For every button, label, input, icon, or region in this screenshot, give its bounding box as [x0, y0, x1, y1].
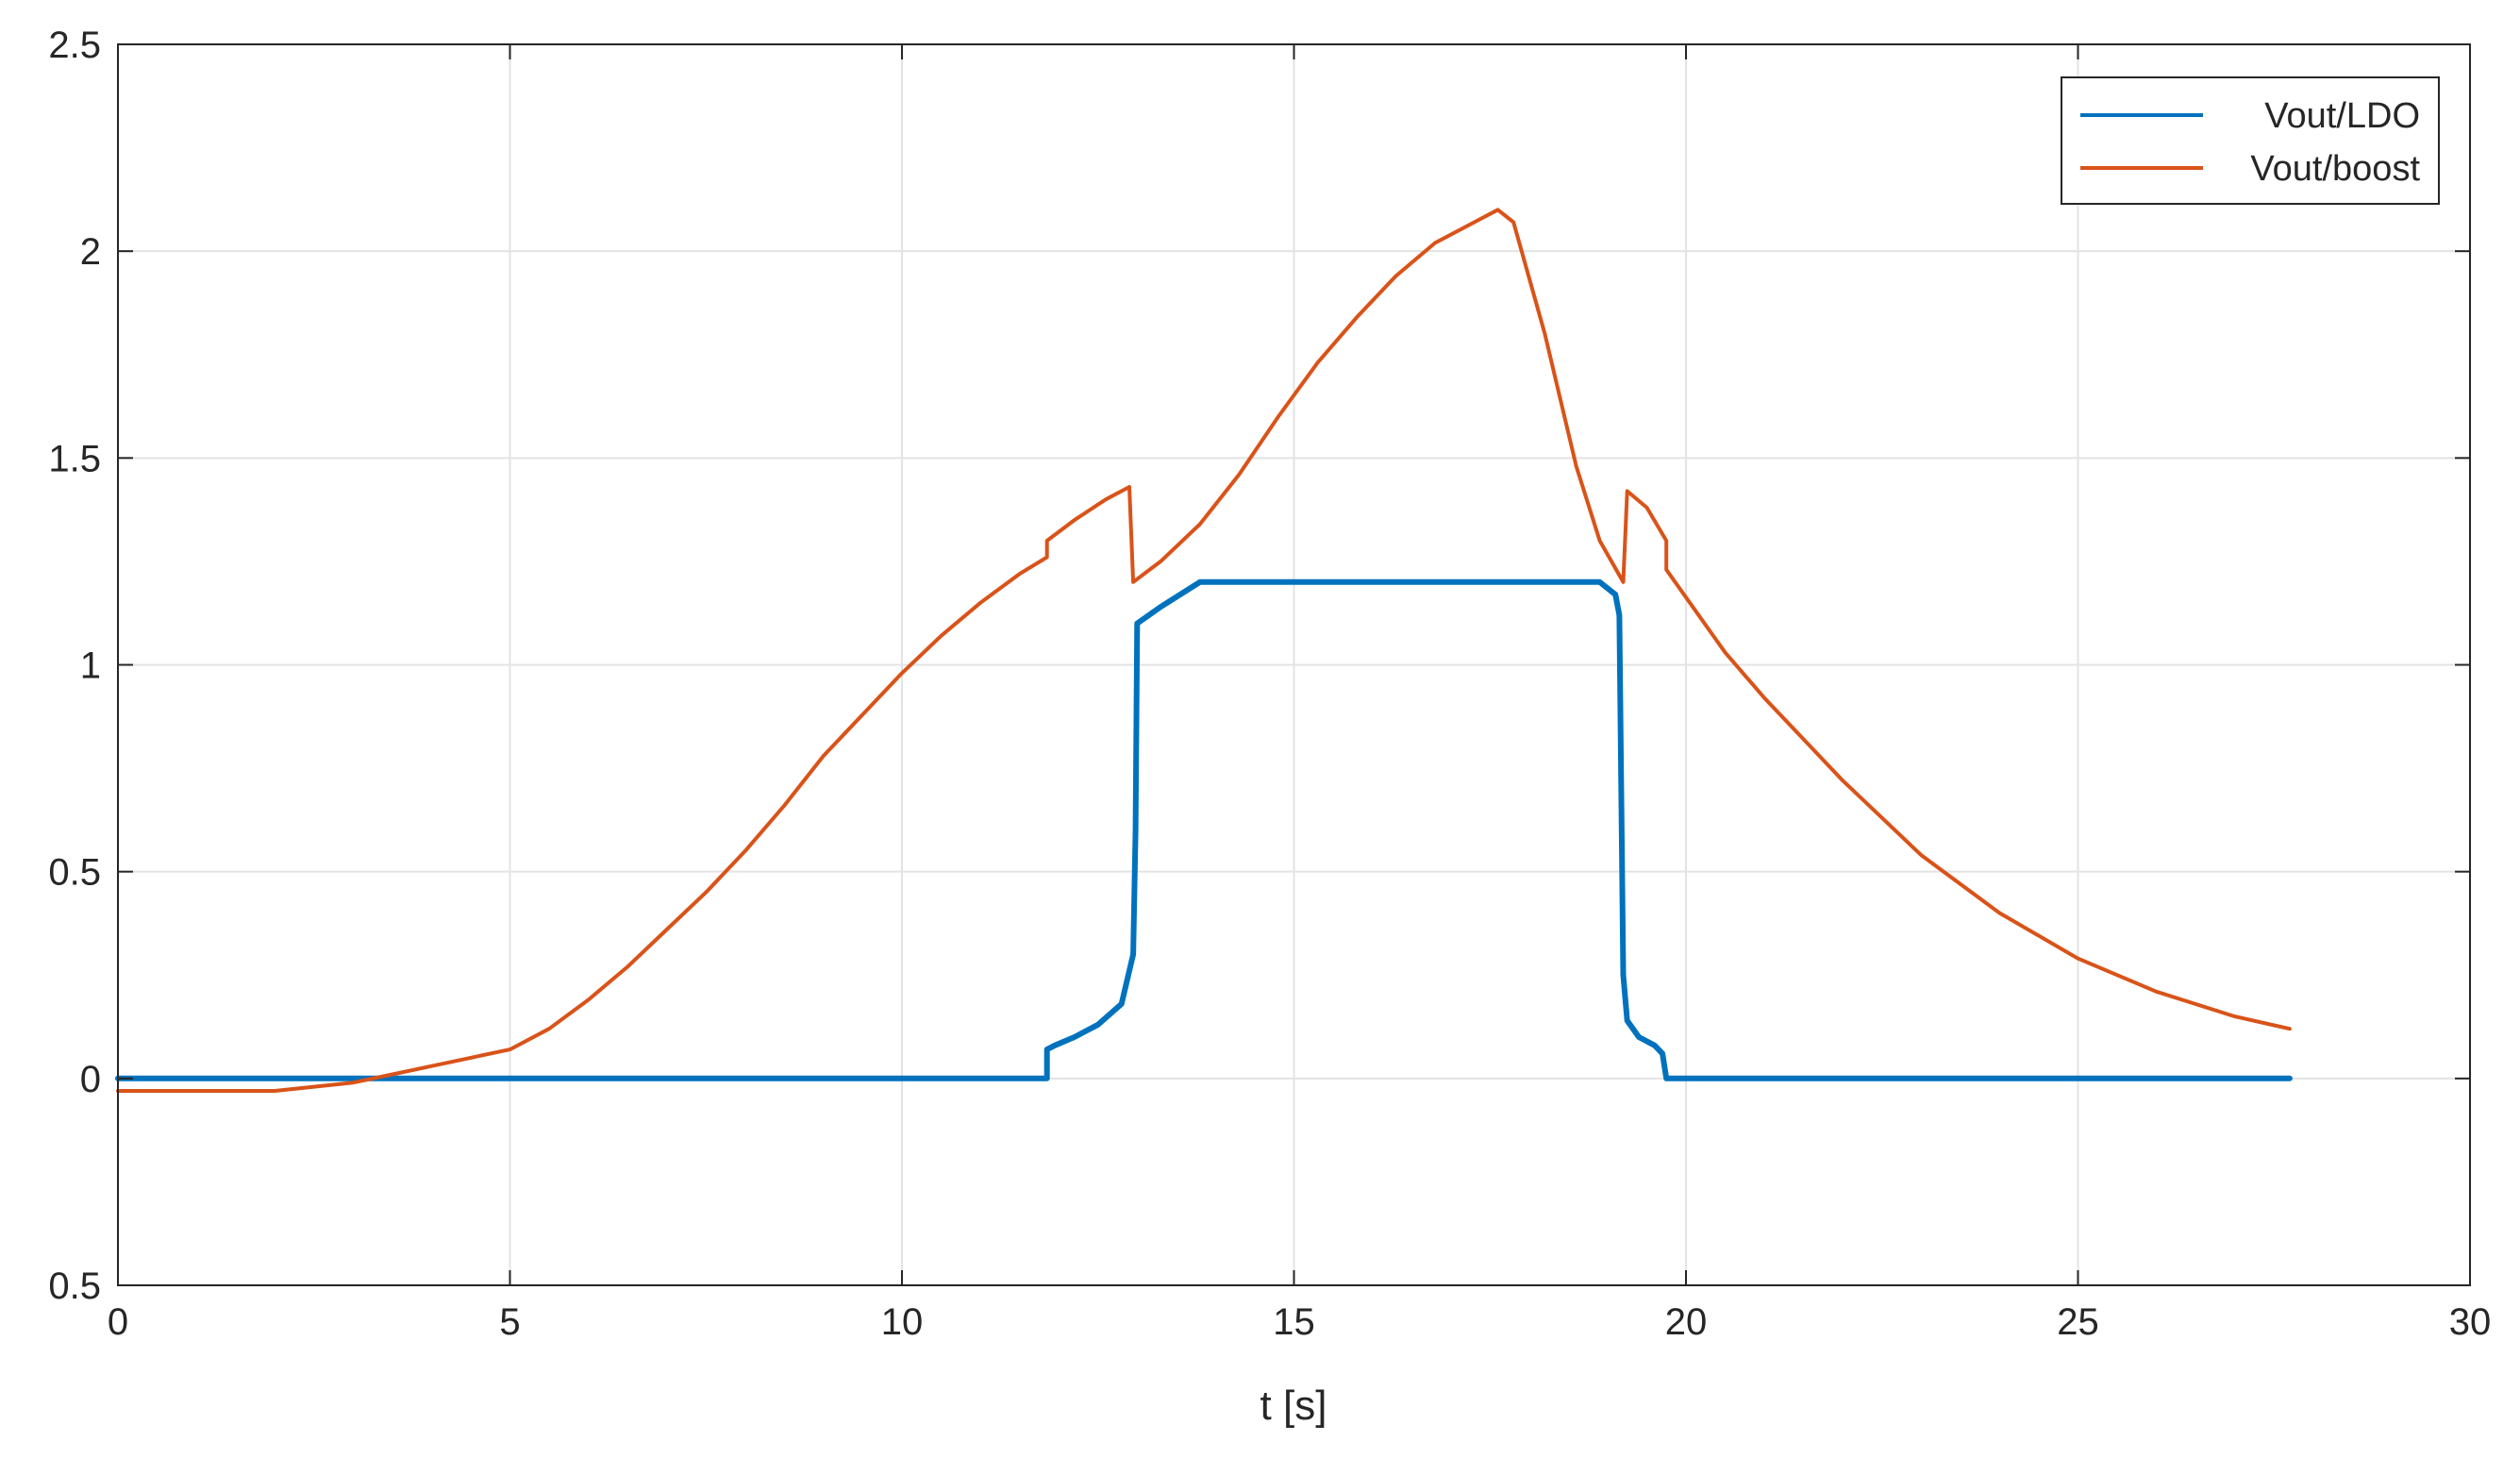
legend-label: Vout/LDO — [2264, 96, 2420, 136]
series-line-vout-ldo — [115, 578, 2293, 1081]
y-tick-label: 1.5 — [48, 438, 101, 479]
legend-box — [2061, 76, 2440, 205]
series-line-vout-boost — [116, 208, 2292, 1093]
x-tick-label: 0 — [108, 1301, 128, 1343]
legend-label: Vout/boost — [2250, 149, 2420, 189]
x-tick-label: 15 — [1273, 1301, 1315, 1343]
x-tick-label: 25 — [2057, 1301, 2099, 1343]
ticks: 0 5 10 15 20 25 300.500.511.522.5 — [48, 25, 2491, 1343]
x-tick-label: 10 — [881, 1301, 924, 1343]
x-axis-title: t [s] — [1260, 1383, 1327, 1429]
legend: Vout/LDO Vout/boost — [2061, 76, 2440, 205]
y-tick-label: 0.5 — [48, 1265, 101, 1307]
y-tick-label: 1 — [80, 645, 101, 687]
y-tick-label: 2 — [80, 231, 101, 273]
x-tick-label: 20 — [1665, 1301, 1708, 1343]
x-tick-label: 5 — [499, 1301, 520, 1343]
y-tick-label: 2.5 — [48, 25, 101, 66]
y-tick-label: 0.5 — [48, 852, 101, 894]
x-tick-label: 30 — [2449, 1301, 2492, 1343]
series-layer — [115, 208, 2293, 1093]
y-tick-label: 0 — [80, 1059, 101, 1100]
